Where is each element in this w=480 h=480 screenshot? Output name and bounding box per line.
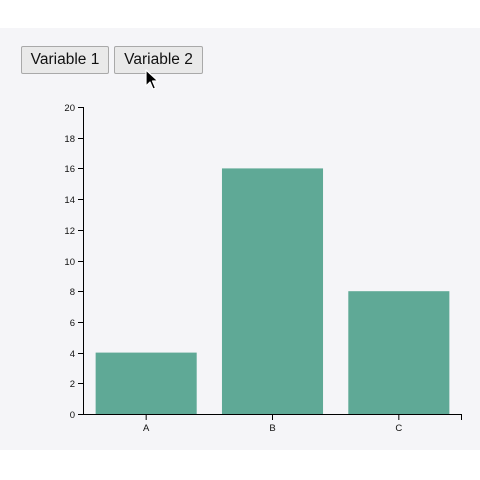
y-tick-label: 18	[64, 134, 75, 145]
bars-group	[96, 168, 450, 414]
y-tick-label: 12	[64, 226, 75, 237]
x-axis: A B C	[83, 414, 462, 434]
y-tick-label: 0	[70, 410, 75, 421]
y-tick-label: 20	[64, 103, 75, 114]
y-tick-label: 8	[70, 287, 75, 298]
y-tick-label: 2	[70, 379, 75, 390]
y-tick-label: 4	[70, 349, 75, 360]
y-tick-label: 14	[64, 195, 75, 206]
bar-B	[222, 168, 323, 414]
y-tick-label: 10	[64, 257, 75, 268]
x-tick-label: C	[395, 423, 402, 434]
y-tick-label: 6	[70, 318, 75, 329]
y-tick-label: 16	[64, 164, 75, 175]
y-axis: 0 2 4 6 8 10 12 14 16 18 20	[64, 103, 83, 421]
x-tick-label: B	[269, 423, 275, 434]
x-tick-label: A	[143, 423, 150, 434]
bar-C	[348, 291, 449, 414]
bar-A	[96, 353, 197, 414]
mouse-cursor-icon	[145, 69, 159, 91]
